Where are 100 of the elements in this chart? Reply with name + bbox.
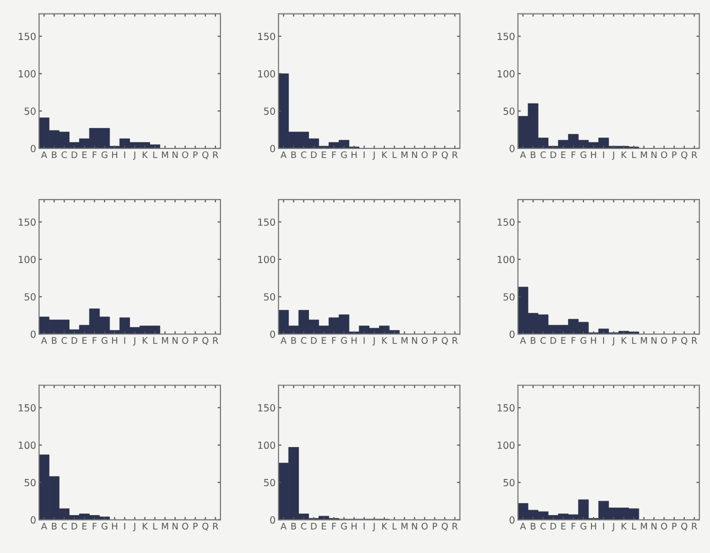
y-tick-label: 100: [498, 442, 515, 449]
y-tick-label: 0: [270, 330, 276, 338]
x-tick-label: I: [603, 151, 604, 158]
x-tick-label: N: [652, 151, 656, 158]
x-tick-label: M: [640, 151, 647, 158]
y-tick-label: 50: [24, 107, 36, 115]
x-tick-label: B: [291, 337, 296, 344]
x-tick-label: H: [591, 337, 596, 344]
x-tick-label: M: [401, 151, 408, 158]
y-tick-label: 150: [258, 218, 276, 226]
x-tick-label: R: [213, 522, 218, 530]
x-tick-label: I: [603, 522, 604, 530]
x-tick-label: R: [692, 337, 698, 344]
x-tick-label: K: [142, 337, 148, 344]
x-tick-label: L: [632, 337, 636, 344]
y-tick-label: 100: [18, 70, 36, 78]
x-tick-label: E: [82, 337, 87, 344]
y-tick-label: 150: [18, 218, 36, 226]
x-tick-label: J: [132, 337, 136, 346]
x-tick-label: O: [182, 522, 188, 530]
x-tick-label: F: [92, 337, 97, 344]
x-tick-label: Q: [681, 337, 688, 345]
x-tick-label: D: [311, 151, 317, 158]
x-tick-label: H: [112, 522, 118, 530]
x-tick-label: I: [124, 151, 126, 158]
x-tick-label: E: [561, 522, 566, 530]
x-tick-label: I: [364, 522, 365, 530]
x-tick-label: H: [112, 337, 118, 344]
x-tick-label: E: [82, 522, 87, 530]
x-tick-label: M: [640, 522, 647, 530]
y-tick-label: 50: [504, 478, 515, 486]
y-tick-label: 100: [258, 442, 276, 449]
x-tick-label: O: [182, 337, 188, 344]
x-tick-label: P: [672, 522, 677, 530]
x-tick-label: C: [540, 522, 546, 530]
x-tick-label: J: [372, 337, 375, 346]
x-tick-label: E: [561, 337, 566, 344]
y-tick-label: 100: [18, 256, 36, 264]
x-tick-label: D: [550, 151, 556, 158]
x-tick-label: D: [311, 337, 317, 344]
x-tick-label: J: [372, 522, 375, 532]
x-tick-label: F: [572, 151, 576, 158]
y-tick-label: 0: [510, 330, 515, 338]
x-tick-label: Q: [442, 337, 448, 345]
x-tick-label: L: [153, 522, 158, 530]
x-tick-label: P: [193, 337, 198, 344]
y-tick-label: 100: [258, 256, 276, 264]
y-tick-label: 50: [264, 107, 276, 115]
x-tick-label: H: [352, 151, 357, 158]
x-tick-label: Q: [202, 337, 208, 345]
x-tick-label: O: [422, 337, 428, 344]
x-tick-label: C: [62, 151, 67, 158]
x-tick-label: D: [311, 522, 317, 530]
y-tick-label: 150: [18, 404, 36, 412]
x-tick-label: P: [432, 151, 438, 158]
x-tick-label: K: [142, 151, 148, 158]
x-tick-label: O: [661, 522, 668, 530]
x-tick-label: A: [280, 151, 287, 158]
x-tick-label: L: [392, 337, 397, 344]
x-tick-label: B: [52, 151, 57, 158]
x-tick-label: J: [612, 522, 614, 532]
x-tick-label: N: [172, 151, 178, 158]
x-tick-label: N: [412, 337, 418, 344]
y-tick-label: 50: [24, 478, 36, 486]
x-tick-label: G: [341, 337, 347, 344]
x-tick-label: B: [530, 151, 536, 158]
x-tick-label: P: [672, 151, 677, 158]
y-tick-label: 50: [24, 293, 36, 301]
x-tick-label: K: [622, 522, 627, 530]
y-tick-label: 50: [264, 478, 276, 486]
x-tick-label: L: [632, 522, 636, 530]
x-tick-label: I: [124, 522, 126, 530]
x-tick-label: L: [153, 151, 158, 158]
x-tick-label: G: [580, 522, 586, 530]
x-tick-label: N: [652, 522, 656, 530]
x-tick-label: L: [632, 151, 636, 158]
y-tick-label: 150: [498, 32, 515, 40]
x-tick-label: H: [112, 151, 118, 158]
y-tick-label: 150: [498, 404, 515, 412]
x-tick-label: J: [372, 151, 375, 160]
x-tick-label: O: [422, 151, 428, 158]
x-tick-label: D: [72, 522, 78, 530]
y-tick-label: 0: [510, 516, 515, 524]
x-tick-label: F: [572, 337, 576, 344]
x-tick-label: J: [612, 337, 614, 346]
x-tick-label: Q: [442, 522, 448, 531]
x-tick-label: R: [452, 151, 458, 158]
x-tick-label: O: [182, 151, 188, 158]
y-tick-label: 100: [498, 70, 515, 78]
x-tick-label: O: [661, 337, 668, 344]
x-tick-label: H: [352, 522, 357, 530]
x-tick-label: B: [530, 337, 536, 344]
x-tick-label: F: [332, 337, 336, 344]
x-tick-label: B: [291, 522, 296, 530]
x-tick-label: B: [52, 522, 57, 530]
x-tick-label: K: [622, 151, 627, 158]
x-tick-label: I: [124, 337, 126, 344]
x-tick-label: O: [422, 522, 428, 530]
y-tick-label: 150: [498, 218, 515, 226]
x-tick-label: Q: [681, 151, 688, 160]
